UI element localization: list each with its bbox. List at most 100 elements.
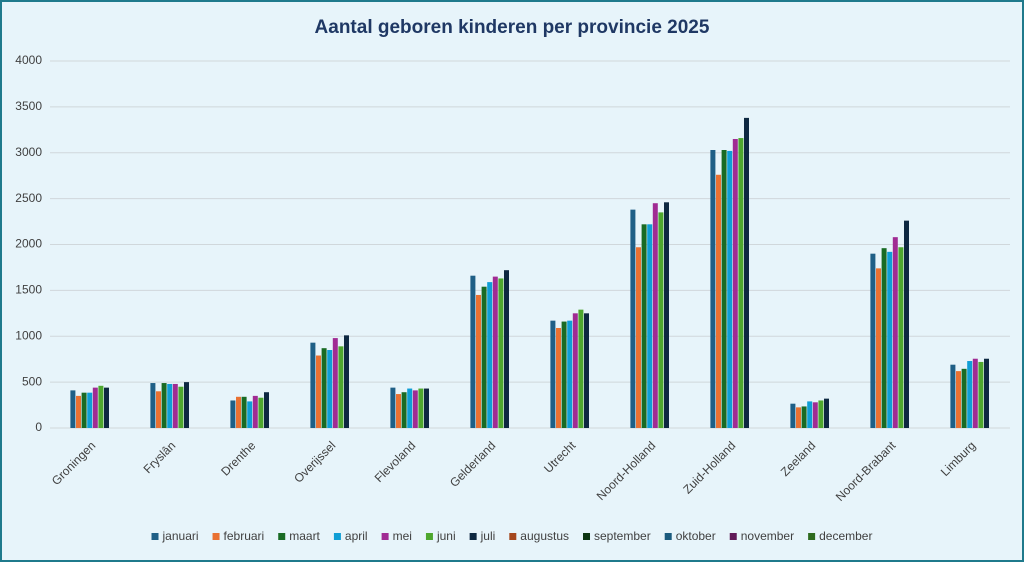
y-tick-label: 2500: [15, 191, 42, 205]
legend-swatch: [425, 533, 433, 540]
chart-title: Aantal geboren kinderen per provincie 20…: [315, 17, 710, 38]
bar: [424, 388, 429, 428]
bar: [161, 383, 167, 428]
y-tick-label: 4000: [15, 53, 42, 67]
bar: [636, 247, 641, 428]
bar: [92, 387, 98, 428]
bar: [572, 313, 578, 428]
legend-label: april: [345, 529, 368, 543]
bar: [70, 390, 76, 428]
bar: [412, 390, 418, 428]
bar: [492, 276, 498, 428]
bar: [390, 387, 396, 428]
bar: [150, 383, 156, 428]
y-tick-label: 1500: [15, 283, 42, 297]
legend-swatch: [808, 533, 816, 540]
bar: [258, 397, 264, 428]
bar: [658, 212, 664, 428]
bar: [824, 398, 829, 428]
bar: [578, 309, 584, 428]
bar: [984, 358, 989, 428]
bar: [344, 335, 349, 428]
bar: [796, 407, 801, 428]
bar: [664, 202, 669, 428]
bar: [241, 396, 247, 428]
bar: [710, 149, 716, 428]
bar: [550, 320, 556, 428]
legend-label: januari: [162, 529, 199, 543]
bar: [407, 388, 413, 428]
legend-label: september: [594, 529, 651, 543]
y-tick-label: 1000: [15, 328, 42, 342]
bar: [716, 174, 721, 428]
bar: [732, 138, 738, 429]
legend-swatch: [212, 533, 220, 540]
bar: [401, 392, 407, 428]
legend-label: november: [741, 529, 794, 543]
legend-swatch: [729, 533, 737, 540]
bar: [247, 401, 253, 428]
bar: [584, 313, 589, 428]
y-tick-label: 0: [35, 420, 42, 434]
bar: [630, 209, 636, 428]
bar: [236, 396, 241, 428]
legend-swatch: [583, 533, 591, 540]
bar: [316, 355, 321, 428]
legend-swatch: [278, 533, 286, 540]
bar: [807, 401, 813, 428]
legend-label: augustus: [520, 529, 569, 543]
bar: [801, 406, 807, 428]
bar: [481, 286, 487, 428]
legend-swatch: [333, 533, 341, 540]
bar: [396, 394, 401, 428]
bar: [178, 386, 184, 428]
bar: [727, 150, 733, 429]
bar: [332, 338, 338, 428]
legend-label: juni: [436, 529, 456, 543]
bar: [956, 371, 961, 428]
y-tick-label: 500: [22, 374, 42, 388]
bar: [812, 402, 818, 428]
bar: [870, 253, 876, 428]
y-tick-label: 3000: [15, 145, 42, 159]
legend-label: december: [819, 529, 872, 543]
legend-swatch: [664, 533, 672, 540]
legend-swatch: [381, 533, 389, 540]
legend-label: februari: [224, 529, 265, 543]
bar: [556, 327, 561, 428]
bar: [744, 117, 749, 428]
legend-label: juli: [480, 529, 496, 543]
bar: [898, 247, 904, 428]
bar: [950, 364, 956, 428]
bar: [978, 361, 984, 428]
bar: [76, 395, 81, 428]
bar: [972, 358, 978, 428]
bar: [327, 350, 333, 428]
legend-label: oktober: [676, 529, 716, 543]
bar: [98, 385, 104, 428]
bar: [321, 348, 327, 428]
bar: [790, 403, 796, 428]
bar: [498, 278, 504, 428]
legend-label: maart: [289, 529, 320, 543]
bar: [338, 346, 344, 428]
bar: [904, 220, 909, 428]
y-tick-label: 2000: [15, 237, 42, 251]
bar: [967, 361, 973, 428]
bar: [252, 395, 258, 428]
bar: [476, 294, 481, 428]
bar: [184, 382, 189, 428]
bar: [567, 320, 573, 428]
bar: [892, 237, 898, 428]
bar: [156, 391, 161, 428]
bar: [104, 387, 109, 428]
bar: [418, 388, 424, 428]
legend-swatch: [469, 533, 477, 540]
bar: [641, 224, 647, 428]
bar: [881, 248, 887, 428]
bar: [876, 268, 881, 428]
bar: [887, 251, 893, 428]
